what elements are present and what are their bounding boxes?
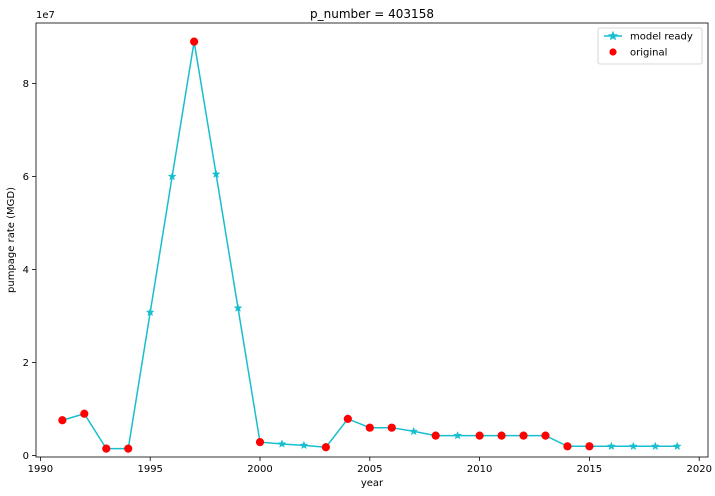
x-tick-label: 2010 bbox=[467, 464, 492, 475]
model-ready-point bbox=[606, 441, 616, 451]
model-ready-point bbox=[211, 169, 221, 178]
y-offset-label: 1e7 bbox=[36, 10, 55, 21]
model-ready-point bbox=[409, 426, 419, 436]
original-point bbox=[190, 37, 199, 46]
original-point bbox=[343, 414, 352, 423]
axes-frame bbox=[35, 22, 709, 458]
original-point bbox=[365, 423, 374, 432]
legend-label: model ready bbox=[630, 32, 693, 43]
original-point bbox=[585, 442, 594, 451]
plot-area: 1990 1995 2000 2005 2010 2015 2020 0 2 4 6 8 model r… bbox=[23, 22, 712, 475]
x-axis-label: year bbox=[361, 478, 384, 489]
model-ready-point bbox=[277, 439, 287, 448]
x-tick-label: 2005 bbox=[357, 464, 382, 475]
y-tick-label: 4 bbox=[23, 265, 29, 276]
original-point bbox=[255, 438, 265, 447]
original-point bbox=[58, 416, 67, 425]
original-point bbox=[519, 431, 528, 440]
original-point bbox=[431, 431, 440, 440]
legend-label: original bbox=[630, 48, 667, 59]
original-point bbox=[497, 431, 506, 440]
chart-title: p_number = 403158 bbox=[310, 7, 434, 21]
y-axis-label: pumpage rate (MGD) bbox=[6, 187, 17, 293]
original-point bbox=[541, 431, 550, 440]
model-ready-point bbox=[672, 441, 682, 451]
y-tick-label: 2 bbox=[23, 358, 29, 369]
model-ready-point bbox=[453, 430, 463, 440]
y-tick-label: 6 bbox=[23, 172, 29, 183]
model-ready-point bbox=[299, 440, 309, 450]
original-point bbox=[475, 431, 484, 440]
x-tick-label: 2020 bbox=[686, 464, 711, 475]
original-point bbox=[124, 444, 133, 453]
model-ready-point bbox=[650, 441, 660, 451]
model-ready-point bbox=[233, 303, 243, 312]
original-point bbox=[102, 444, 111, 453]
y-tick-label: 8 bbox=[23, 79, 29, 90]
model-ready-point bbox=[167, 171, 177, 181]
model-ready-point bbox=[628, 441, 638, 451]
legend-star-marker bbox=[607, 30, 619, 41]
original-point bbox=[563, 442, 572, 451]
x-tick-label: 2000 bbox=[247, 464, 272, 475]
series-line-1 bbox=[62, 41, 678, 450]
original-point bbox=[387, 423, 396, 432]
original-point bbox=[321, 443, 330, 452]
legend-box bbox=[597, 27, 703, 65]
x-tick-label: 1990 bbox=[28, 464, 53, 475]
original-point bbox=[80, 409, 89, 418]
model-ready-point bbox=[145, 307, 155, 317]
legend-circle-marker bbox=[609, 48, 617, 56]
x-tick-label: 1995 bbox=[137, 464, 162, 475]
x-tick-label: 2015 bbox=[577, 464, 602, 475]
y-tick-label: 0 bbox=[23, 451, 29, 462]
